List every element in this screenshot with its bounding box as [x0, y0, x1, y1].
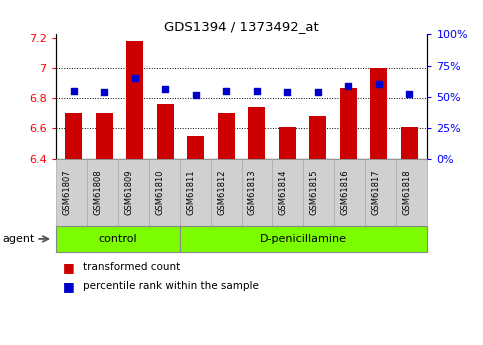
Point — [314, 89, 322, 95]
Text: percentile rank within the sample: percentile rank within the sample — [83, 282, 259, 291]
Text: GSM61818: GSM61818 — [403, 169, 412, 215]
Bar — [340, 88, 356, 159]
Point — [161, 86, 169, 92]
Bar — [127, 41, 143, 159]
Title: GDS1394 / 1373492_at: GDS1394 / 1373492_at — [164, 20, 319, 33]
Text: GSM61811: GSM61811 — [186, 170, 195, 215]
Bar — [279, 127, 296, 159]
Bar — [187, 136, 204, 159]
Text: agent: agent — [2, 234, 35, 244]
Text: GSM61807: GSM61807 — [62, 169, 71, 215]
Point — [284, 89, 291, 95]
Bar — [157, 104, 174, 159]
Point — [405, 91, 413, 96]
Text: GSM61810: GSM61810 — [155, 170, 164, 215]
Bar — [66, 113, 82, 159]
Text: GSM61815: GSM61815 — [310, 170, 319, 215]
Text: GSM61812: GSM61812 — [217, 170, 226, 215]
Bar — [248, 107, 265, 159]
Text: GSM61814: GSM61814 — [279, 170, 288, 215]
Text: GSM61816: GSM61816 — [341, 169, 350, 215]
Bar — [218, 113, 235, 159]
Point — [375, 82, 383, 87]
Point — [222, 88, 230, 93]
Text: transformed count: transformed count — [83, 263, 180, 272]
Text: GSM61808: GSM61808 — [93, 169, 102, 215]
Point — [100, 89, 108, 95]
Text: control: control — [98, 234, 137, 244]
Point — [70, 88, 78, 93]
Text: ■: ■ — [63, 280, 74, 293]
Point — [344, 83, 352, 89]
Text: GSM61813: GSM61813 — [248, 169, 257, 215]
Bar — [96, 113, 113, 159]
Text: GSM61817: GSM61817 — [372, 169, 381, 215]
Text: GSM61809: GSM61809 — [124, 170, 133, 215]
Point — [192, 92, 199, 98]
Point — [253, 88, 261, 93]
Text: D-penicillamine: D-penicillamine — [260, 234, 347, 244]
Bar — [309, 116, 326, 159]
Bar — [401, 127, 417, 159]
Text: ■: ■ — [63, 261, 74, 274]
Point — [131, 76, 139, 81]
Bar — [370, 68, 387, 159]
